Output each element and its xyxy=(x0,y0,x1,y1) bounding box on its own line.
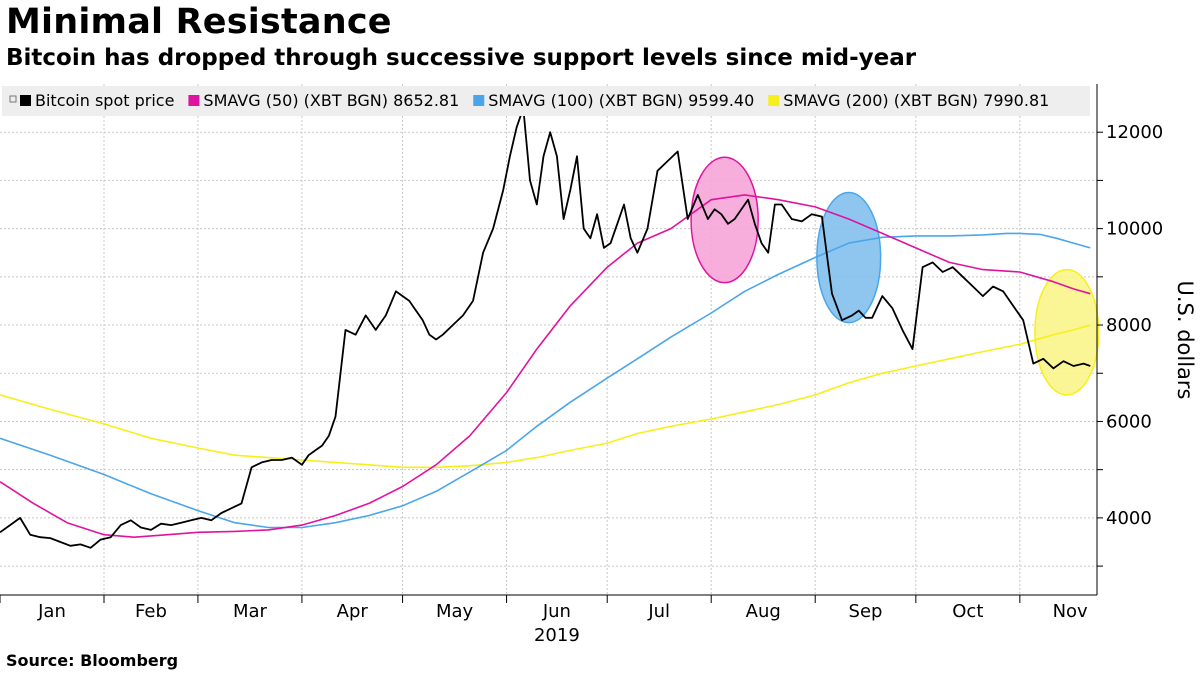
source-note: Source: Bloomberg xyxy=(6,651,179,670)
y-axis-label: U.S. dollars xyxy=(1173,280,1197,399)
legend-label-sma200: SMAVG (200) (XBT BGN) 7990.81 xyxy=(783,91,1049,110)
x-tick-label: Mar xyxy=(233,601,268,622)
legend: Bitcoin spot price SMAVG (50) (XBT BGN) 8… xyxy=(2,86,1090,116)
annotation-ellipses xyxy=(690,156,1100,396)
x-tick-label: Aug xyxy=(746,601,781,622)
y-tick-label: 4000 xyxy=(1106,508,1152,529)
chart-title: Minimal Resistance xyxy=(6,2,392,42)
x-tick-label: Oct xyxy=(952,601,983,622)
x-tick-label: Jul xyxy=(647,601,670,622)
y-tick-label: 12000 xyxy=(1106,122,1163,143)
legend-label-sma100: SMAVG (100) (XBT BGN) 9599.40 xyxy=(488,91,754,110)
series-lines xyxy=(0,107,1091,549)
series-line-sma200 xyxy=(0,324,1091,469)
series-line-spot xyxy=(0,107,1091,549)
x-tick-label: Nov xyxy=(1053,601,1088,622)
legend-swatch-spot xyxy=(20,95,31,106)
x-tick-label: Feb xyxy=(135,601,167,622)
legend-collapse-icon xyxy=(9,95,17,103)
legend-swatch-sma50 xyxy=(188,95,200,106)
x-tick-label: Jun xyxy=(542,601,571,622)
legend-background xyxy=(2,86,1090,116)
chart-subtitle: Bitcoin has dropped through successive s… xyxy=(6,45,917,71)
y-tick-label: 6000 xyxy=(1106,411,1152,432)
x-axis-year-label: 2019 xyxy=(534,625,580,646)
legend-label-sma50: SMAVG (50) (XBT BGN) 8652.81 xyxy=(203,91,459,110)
y-tick-label: 10000 xyxy=(1106,219,1163,240)
grid-lines xyxy=(0,84,1097,595)
x-tick-label: Jan xyxy=(37,601,66,622)
series-line-sma50 xyxy=(0,194,1091,539)
legend-swatch-sma200 xyxy=(768,95,780,106)
x-tick-label: Apr xyxy=(337,601,369,622)
legend-label-spot: Bitcoin spot price xyxy=(35,91,174,110)
legend-swatch-sma100 xyxy=(473,95,485,106)
x-tick-label: Sep xyxy=(849,601,883,622)
axes: Jan Feb Mar Apr May Jun Jul Aug Sep Oct Nov 2019 400… xyxy=(0,84,1163,646)
series-line-sma100 xyxy=(0,232,1091,529)
x-tick-label: May xyxy=(436,601,474,622)
y-tick-label: 8000 xyxy=(1106,315,1152,336)
